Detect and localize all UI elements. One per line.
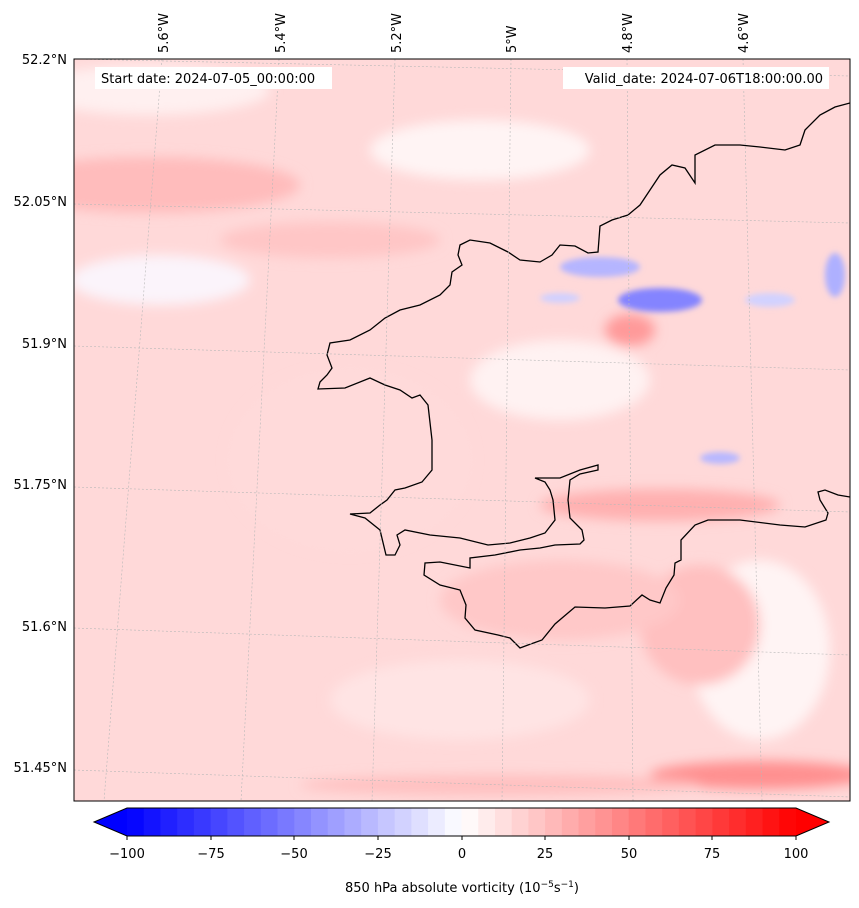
lat-tick-label: 51.75°N [14,478,67,493]
colorbar-cell [310,808,329,836]
colorbar-cell [729,808,747,836]
gridlines [74,59,850,801]
lat-tick-label: 51.9°N [22,337,67,352]
colorbar-tick-label: −50 [280,847,307,862]
start-date-label: Start date: 2024-07-05_00:00:00 [101,72,315,87]
colorbar-cell [377,808,396,836]
colorbar-cell [160,808,178,836]
colorbar-cell [411,808,429,836]
lon-tick-labels: 5.6°W 5.4°W 5.2°W 5°W 4.8°W 4.6°W [157,13,752,53]
colorbar-cell [361,808,379,836]
colorbar-cell [595,808,613,836]
colorbar-cell [494,808,513,836]
colorbar-cell [227,808,245,836]
lat-tick-label: 52.05°N [14,195,67,210]
lat-tick-label: 51.6°N [22,620,67,635]
colorbar-cell [127,808,145,836]
colorbar-extend-high [796,808,829,836]
colorbar-tick-label: −75 [197,847,224,862]
map-frame [73,58,851,802]
lat-tick-labels: 52.2°N 52.05°N 51.9°N 51.75°N 51.6°N 51.… [14,53,67,776]
colorbar-cell [745,808,764,836]
colorbar-cell [561,808,580,836]
lon-tick-label: 5.4°W [274,13,289,53]
colorbar-extend-low [94,808,127,836]
colorbar-cell [678,808,697,836]
lat-tick-label: 52.2°N [22,53,67,68]
colorbar-cell [444,808,463,836]
colorbar-cell [260,808,279,836]
colorbar-cell [210,808,228,836]
colorbar-cell [461,808,479,836]
colorbar-cell [143,808,162,836]
lon-tick-label: 5.6°W [157,13,172,53]
colorbar-ticks [126,836,797,840]
lat-tick-label: 51.45°N [14,761,67,776]
colorbar-cell [478,808,496,836]
colorbar-cell [612,808,630,836]
colorbar-tick-label: −25 [364,847,391,862]
colorbar-tick-label: −100 [109,847,145,862]
colorbar-tick-label: 75 [704,847,721,862]
colorbar-cell [327,808,346,836]
colorbar-cell [528,808,546,836]
colorbar-cell [277,808,295,836]
coastline [317,102,850,649]
valid-date-label: Valid_date: 2024-07-06T18:00:00.00 [585,72,823,87]
lon-tick-label: 4.6°W [737,13,752,53]
colorbar-cell [645,808,663,836]
colorbar-tick-label: 25 [537,847,554,862]
colorbar-cell [662,808,680,836]
colorbar-cell [779,808,797,836]
start-date-box: Start date: 2024-07-05_00:00:00 [95,67,332,89]
lon-tick-label: 5.2°W [390,13,405,53]
colorbar-cell [344,808,362,836]
colorbar-cell [177,808,195,836]
colorbar-cell [394,808,412,836]
valid-date-box: Valid_date: 2024-07-06T18:00:00.00 [563,67,829,89]
colorbar-tick-labels: −100 −75 −50 −25 0 25 50 75 100 [109,847,808,862]
colorbar-cell [578,808,596,836]
colorbar-cell [695,808,713,836]
colorbar-tick-label: 0 [458,847,466,862]
colorbar-cell [511,808,530,836]
colorbar-tick-label: 50 [621,847,638,862]
colorbar-cell [244,808,262,836]
colorbar-cell [762,808,780,836]
colorbar-cell [193,808,212,836]
vorticity-field [74,59,850,801]
colorbar-cell [628,808,647,836]
lon-tick-label: 4.8°W [621,13,636,53]
colorbar-tick-label: 100 [784,847,809,862]
colorbar-cell [712,808,730,836]
colorbar-cells [127,808,797,836]
colorbar-cell [428,808,446,836]
colorbar: −100 −75 −50 −25 0 25 50 75 100 850 hPa … [92,807,831,896]
colorbar-label: 850 hPa absolute vorticity (10−5s−1) [345,880,579,896]
lon-tick-label: 5°W [505,25,520,53]
colorbar-cell [545,808,563,836]
colorbar-cell [294,808,312,836]
